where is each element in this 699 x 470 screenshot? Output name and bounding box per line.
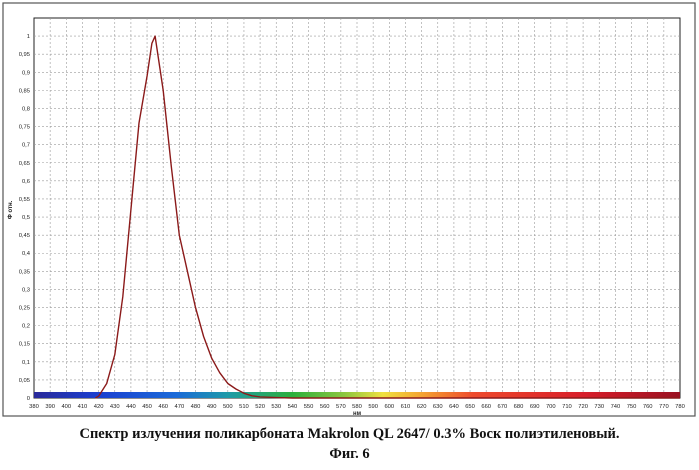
y-tick-label: 0,55 (19, 197, 30, 203)
x-tick-label: 590 (368, 404, 378, 410)
y-tick-label: 0,3 (22, 287, 30, 293)
x-tick-label: 780 (675, 404, 685, 410)
x-tick-label: 410 (78, 404, 88, 410)
y-tick-label: 0,15 (19, 342, 30, 348)
x-tick-label: 660 (481, 404, 491, 410)
x-tick-label: 540 (288, 404, 298, 410)
x-tick-label: 560 (320, 404, 330, 410)
x-tick-label: 500 (223, 404, 233, 410)
y-tick-label: 0,4 (22, 251, 31, 257)
y-tick-label: 0,6 (22, 179, 30, 185)
x-tick-labels: 380 390 400 410 420 430 440 450 460 470 480 490 500 5… (29, 404, 685, 410)
y-tick-label: 0,8 (22, 106, 30, 112)
x-tick-label: 610 (401, 404, 411, 410)
y-tick-label: 0,65 (19, 161, 30, 167)
y-tick-label: 0,2 (22, 324, 30, 330)
x-tick-label: 480 (191, 404, 201, 410)
y-tick-label: 0,45 (19, 233, 30, 239)
x-tick-label: 420 (94, 404, 104, 410)
y-tick-label: 0,7 (22, 143, 30, 149)
x-tick-label: 550 (304, 404, 314, 410)
x-tick-label: 470 (175, 404, 185, 410)
spectrum-color-bar (34, 392, 680, 398)
x-tick-label: 640 (449, 404, 459, 410)
x-axis-label: нм (353, 411, 362, 417)
x-tick-label: 600 (384, 404, 394, 410)
x-tick-label: 400 (61, 404, 71, 410)
x-tick-label: 630 (433, 404, 443, 410)
x-tick-label: 730 (594, 404, 604, 410)
caption-title: Спектр излучения поликарбоната Makrolon … (0, 424, 699, 444)
x-tick-label: 510 (239, 404, 249, 410)
x-tick-label: 430 (110, 404, 120, 410)
x-tick-label: 440 (126, 404, 136, 410)
x-tick-label: 380 (29, 404, 39, 410)
x-tick-label: 520 (255, 404, 265, 410)
y-tick-label: 0,35 (19, 269, 30, 275)
y-tick-label: 0,05 (19, 378, 30, 384)
x-tick-label: 490 (207, 404, 217, 410)
x-tick-label: 570 (336, 404, 346, 410)
y-tick-label: 0,1 (22, 360, 30, 366)
x-tick-label: 530 (271, 404, 281, 410)
y-tick-label: 1 (27, 34, 30, 40)
figure-caption: Спектр излучения поликарбоната Makrolon … (0, 424, 699, 464)
x-tick-label: 690 (530, 404, 540, 410)
spectrum-chart: 380 390 400 410 420 430 440 450 460 470 480 490 500 5… (0, 0, 699, 420)
x-tick-label: 390 (45, 404, 55, 410)
x-tick-label: 580 (352, 404, 362, 410)
x-tick-label: 450 (142, 404, 152, 410)
y-tick-label: 0,85 (19, 88, 30, 94)
caption-figure-number: Фиг. 6 (0, 444, 699, 464)
x-tick-label: 740 (611, 404, 621, 410)
x-tick-label: 700 (546, 404, 556, 410)
x-tick-label: 750 (627, 404, 637, 410)
x-tick-label: 460 (158, 404, 168, 410)
x-tick-label: 720 (578, 404, 588, 410)
y-tick-label: 0,9 (22, 70, 30, 76)
x-tick-label: 670 (498, 404, 508, 410)
x-tick-label: 760 (643, 404, 653, 410)
y-tick-label: 0,5 (22, 215, 30, 221)
x-tick-label: 620 (417, 404, 427, 410)
y-axis-label: Ф отн. (8, 200, 14, 219)
y-tick-label: 0 (27, 396, 30, 402)
y-tick-label: 0,25 (19, 306, 30, 312)
y-tick-label: 0,95 (19, 52, 30, 58)
x-tick-label: 650 (465, 404, 475, 410)
y-tick-label: 0,75 (19, 125, 30, 131)
x-tick-label: 710 (562, 404, 572, 410)
x-tick-label: 770 (659, 404, 669, 410)
x-tick-label: 680 (514, 404, 524, 410)
